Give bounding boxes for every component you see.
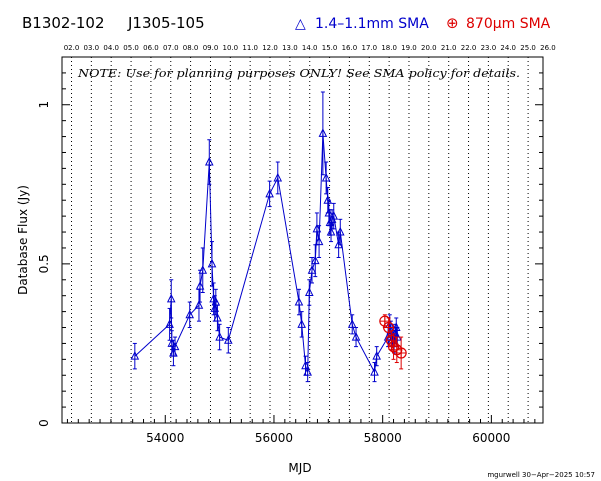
planning-note: NOTE: Use for planning purposes ONLY! Se… bbox=[77, 67, 520, 80]
top-axis-year-label: 05.0 bbox=[123, 44, 139, 52]
x-tick-label: 60000 bbox=[472, 431, 510, 445]
data-point-triangle bbox=[314, 236, 324, 246]
top-axis-year-label: 10.0 bbox=[223, 44, 239, 52]
data-point-triangle bbox=[215, 331, 224, 341]
top-axis-year-label: 11.0 bbox=[242, 44, 258, 52]
data-point-triangle bbox=[195, 281, 205, 290]
top-axis-year-label: 15.0 bbox=[322, 44, 338, 52]
data-point-triangle bbox=[194, 300, 204, 309]
top-axis-year-label: 26.0 bbox=[540, 44, 556, 52]
data-point-triangle bbox=[310, 255, 320, 265]
y-axis-label: Database Flux (Jy) bbox=[16, 185, 30, 295]
data-point-triangle bbox=[297, 319, 306, 328]
data-point-triangle bbox=[370, 366, 379, 376]
top-axis-year-label: 20.0 bbox=[421, 44, 437, 52]
top-axis-year-label: 18.0 bbox=[381, 44, 397, 52]
top-axis-year-label: 04.0 bbox=[103, 44, 119, 52]
data-point-triangle bbox=[210, 303, 220, 312]
top-axis-year-label: 13.0 bbox=[282, 44, 298, 52]
data-point-triangle bbox=[165, 319, 174, 328]
y-tick-label: 0 bbox=[37, 419, 51, 427]
x-axis-label: MJD bbox=[288, 461, 311, 475]
data-point-triangle bbox=[329, 211, 339, 220]
top-axis-year-label: 25.0 bbox=[520, 44, 536, 52]
data-point-triangle bbox=[351, 331, 361, 341]
data-point-triangle bbox=[303, 366, 312, 376]
top-axis-year-label: 19.0 bbox=[401, 44, 417, 52]
data-point-triangle bbox=[207, 258, 217, 268]
data-point-triangle bbox=[198, 265, 208, 274]
data-point-triangle bbox=[324, 207, 334, 217]
data-point-triangle bbox=[265, 188, 274, 198]
data-point-triangle bbox=[318, 128, 328, 137]
series-line bbox=[134, 133, 398, 374]
top-axis-year-label: 08.0 bbox=[183, 44, 199, 52]
data-point-triangle bbox=[170, 341, 180, 351]
top-axis-year-label: 14.0 bbox=[302, 44, 318, 52]
top-axis-year-label: 06.0 bbox=[143, 44, 159, 52]
data-point-triangle bbox=[347, 319, 357, 328]
top-axis-year-label: 23.0 bbox=[481, 44, 497, 52]
data-point-triangle bbox=[224, 335, 233, 344]
data-point-triangle bbox=[335, 226, 345, 236]
top-axis-year-label: 02.0 bbox=[64, 44, 80, 52]
top-axis-year-label: 21.0 bbox=[441, 44, 457, 52]
data-point-triangle bbox=[130, 351, 140, 360]
x-tick-label: 58000 bbox=[364, 431, 402, 445]
data-point-triangle bbox=[304, 287, 314, 297]
top-axis-year-label: 16.0 bbox=[342, 44, 358, 52]
x-tick-label: 56000 bbox=[255, 431, 293, 445]
legend-sma-high-marker: ⊕ bbox=[446, 14, 459, 32]
legend-sma-low-label: 1.4–1.1mm SMA bbox=[315, 16, 429, 32]
top-axis-year-label: 17.0 bbox=[361, 44, 377, 52]
top-axis-year-label: 12.0 bbox=[262, 44, 278, 52]
data-point-triangle bbox=[273, 172, 283, 182]
data-point-triangle bbox=[372, 351, 381, 360]
y-tick-label: 0.5 bbox=[37, 254, 51, 273]
data-point-triangle bbox=[213, 312, 222, 322]
plot-frame bbox=[61, 56, 544, 424]
legend-sma-high-label: 870μm SMA bbox=[466, 16, 551, 32]
chart-marks: 02.0 03.0 04.0 05.0 06.0 07.0 08.0 09.0 10.0 11.0… bbox=[37, 44, 556, 445]
data-point-triangle bbox=[204, 156, 214, 166]
data-point-triangle bbox=[326, 226, 336, 236]
data-point-triangle bbox=[294, 296, 304, 306]
source-name-1: B1302-102 bbox=[22, 14, 105, 32]
data-point-triangle bbox=[321, 172, 331, 182]
top-axis-year-label: 09.0 bbox=[203, 44, 219, 52]
x-tick-label: 54000 bbox=[146, 431, 184, 445]
source-name-2: J1305-105 bbox=[127, 14, 205, 32]
top-axis-year-label: 22.0 bbox=[461, 44, 477, 52]
data-point-triangle bbox=[185, 309, 195, 319]
top-axis-year-label: 03.0 bbox=[84, 44, 100, 52]
footer-stamp: mgurwell 30−Apr−2025 10:57 bbox=[487, 471, 595, 479]
legend-sma-low-marker: △ bbox=[295, 16, 306, 32]
data-point-triangle bbox=[307, 265, 317, 274]
top-axis-year-label: 07.0 bbox=[163, 44, 179, 52]
y-tick-label: 1 bbox=[37, 101, 51, 109]
data-point-triangle bbox=[166, 293, 176, 303]
top-axis-year-label: 24.0 bbox=[500, 44, 516, 52]
